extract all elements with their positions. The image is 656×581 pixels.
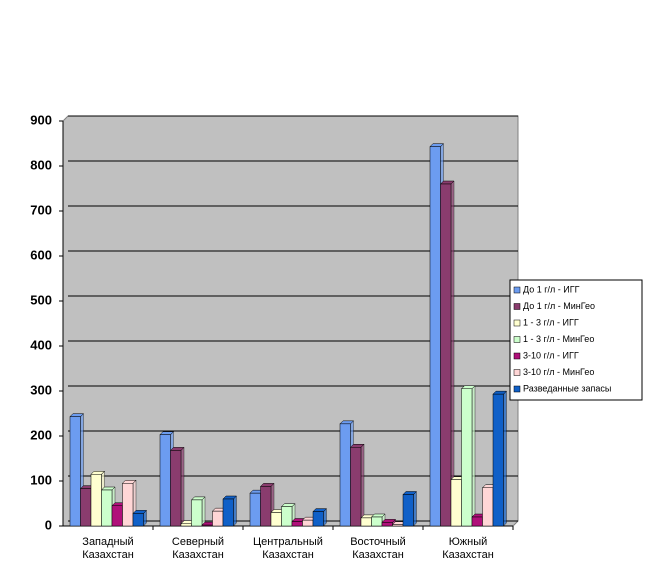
x-tick-label: Центральный Казахстан	[253, 536, 323, 561]
x-tick-label: Восточный Казахстан	[350, 536, 406, 561]
bar	[471, 516, 483, 527]
y-tick-label: 200	[30, 427, 52, 442]
bar	[170, 450, 182, 527]
bar	[291, 521, 303, 527]
legend-swatch	[513, 385, 521, 393]
bar	[350, 447, 362, 527]
bar-side	[180, 446, 185, 527]
bar	[429, 146, 441, 527]
bar	[281, 506, 293, 527]
legend-label: 1 - 3 г/л - МинГео	[523, 334, 594, 344]
legend-swatch	[513, 303, 521, 310]
y-tick-label: 400	[30, 337, 52, 352]
bar	[122, 483, 134, 527]
bar	[249, 492, 261, 527]
bar-side	[503, 390, 507, 527]
bar	[212, 510, 224, 527]
bar	[392, 524, 404, 527]
bar	[482, 487, 494, 527]
legend-label: 1 - 3 г/л - ИГГ	[523, 317, 579, 327]
legend-swatch	[513, 352, 521, 360]
bar-side	[413, 490, 417, 527]
legend-label: 3-10 г/л - МинГео	[523, 367, 594, 377]
bar-side	[360, 443, 365, 527]
y-tick-label: 700	[30, 202, 52, 217]
bar	[191, 499, 203, 527]
bar	[180, 523, 192, 527]
bar-side	[450, 180, 455, 527]
bar	[80, 488, 92, 527]
bar	[450, 479, 462, 527]
bar	[302, 519, 314, 527]
bar	[222, 498, 234, 527]
y-tick-label: 100	[30, 472, 52, 487]
bar	[69, 416, 81, 527]
legend-box	[509, 279, 643, 401]
bar-side	[471, 385, 476, 527]
x-tick-label: Южный Казахстан	[442, 536, 494, 561]
y-tick-label: 0	[45, 517, 52, 532]
bar	[339, 423, 351, 527]
bar	[201, 524, 213, 527]
bar	[440, 183, 452, 527]
bar-side	[233, 495, 237, 527]
legend-label: 3-10 г/л - ИГГ	[523, 350, 579, 360]
bar	[461, 388, 473, 527]
bar	[492, 393, 504, 527]
legend-label: Разведанные запасы	[523, 383, 611, 393]
bar	[260, 486, 272, 527]
y-tick-label: 600	[30, 247, 52, 262]
bar	[402, 494, 414, 527]
y-tick-label: 500	[30, 292, 52, 307]
bar	[270, 512, 282, 527]
bar-side	[201, 496, 206, 527]
bar	[101, 489, 113, 527]
bar	[90, 474, 102, 527]
bar	[312, 511, 324, 527]
legend-label: До 1 г/л - МинГео	[523, 301, 595, 311]
x-tick-label: Северный Казахстан	[171, 536, 225, 561]
bar	[360, 517, 372, 527]
bar	[132, 513, 144, 527]
bar	[159, 434, 171, 527]
x-tick-label: Западный Казахстан	[82, 536, 134, 561]
y-tick-label: 800	[30, 157, 52, 172]
legend-swatch	[513, 286, 521, 294]
bar	[111, 505, 123, 527]
legend-label: До 1 г/л - ИГГ	[523, 284, 580, 294]
legend-swatch	[513, 369, 521, 376]
bar	[371, 516, 383, 527]
bar	[381, 522, 393, 527]
y-tick-label: 900	[30, 112, 52, 127]
legend-swatch	[513, 319, 521, 327]
legend-swatch	[513, 336, 521, 343]
y-tick-label: 300	[30, 382, 52, 397]
